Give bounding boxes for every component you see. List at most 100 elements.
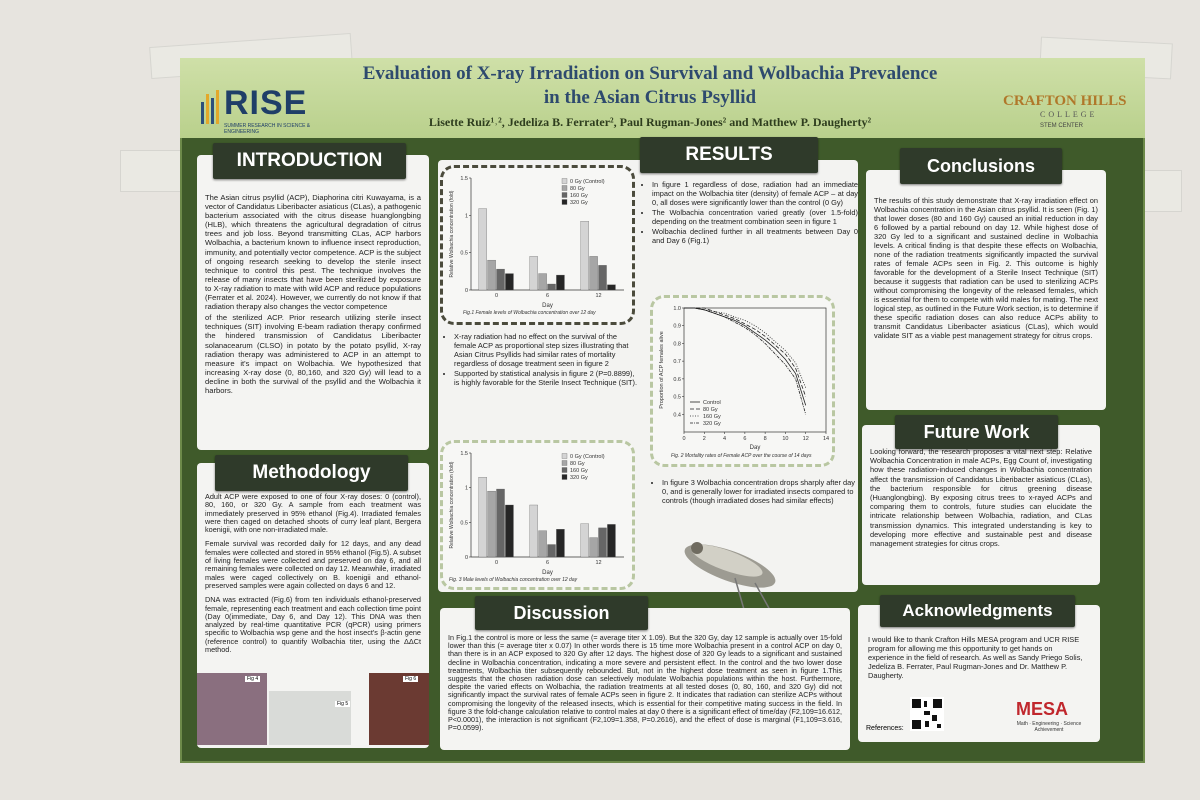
figure-frame: 0 0.5 1 1.5 Relative Wolbachia concentration…	[440, 165, 635, 325]
x-axis-label: Day	[542, 570, 553, 576]
photo	[269, 691, 351, 745]
y-tick-label: 0	[465, 288, 468, 294]
legend-swatch	[561, 178, 568, 184]
section-heading: Conclusions	[900, 148, 1062, 184]
results-bullets: In figure 1 regardless of dose, radiatio…	[640, 180, 858, 246]
bar	[496, 488, 505, 558]
title-line: in the Asian Citrus Psyllid	[543, 87, 757, 108]
bar	[505, 504, 514, 558]
bullet: Supported by statistical analysis in fig…	[454, 369, 640, 387]
discussion-panel: In Fig.1 the control is more or less the…	[440, 608, 850, 750]
legend-label: 80 Gy	[570, 186, 585, 192]
y-tick-label: 1	[465, 213, 468, 219]
authors: Lisette Ruiz¹˒², Jedeliza B. Ferrater², …	[428, 115, 872, 129]
bar	[598, 527, 607, 558]
photo-label: Fig 6	[403, 676, 419, 682]
legend-swatch	[561, 185, 568, 191]
photo	[369, 673, 429, 745]
bar	[547, 544, 556, 558]
section-heading: Methodology	[215, 455, 408, 491]
y-axis-label: Relative Wolbachia concentration (fold)	[449, 190, 455, 277]
y-tick-label: 1.5	[460, 451, 468, 457]
tape	[120, 150, 182, 192]
x-tick-label: 0	[682, 436, 685, 442]
paragraph: The Asian citrus psyllid (ACP), Diaphori…	[205, 193, 421, 312]
x-tick-label: 0	[495, 293, 498, 299]
photo	[197, 673, 267, 745]
section-heading: Acknowledgments	[880, 595, 1075, 627]
section-heading: RESULTS	[640, 137, 818, 173]
survival-line	[684, 307, 807, 388]
results-bullets: X-ray radiation had no effect on the sur…	[442, 332, 640, 388]
figure-3: 0 0.5 1 1.5 Relative Wolbachia concentration…	[449, 451, 624, 576]
plot-frame	[683, 307, 827, 433]
survival-line	[684, 307, 807, 406]
bar	[598, 265, 607, 291]
bar	[478, 208, 487, 291]
paragraph: of the sterilized ACP. Prior research ut…	[205, 313, 421, 395]
bar	[487, 490, 496, 558]
legend-label: 80 Gy	[703, 407, 718, 413]
bar	[529, 256, 538, 291]
y-tick-label: 0.5	[460, 251, 468, 257]
mesa-logo: MESA	[1016, 699, 1069, 719]
y-axis-label: Proportion of ACP females alive	[659, 331, 665, 409]
legend-swatch	[561, 199, 568, 205]
bar	[589, 537, 598, 558]
y-axis-label: Relative Wolbachia concentration (fold)	[449, 461, 455, 548]
paragraph: Female survival was recorded daily for 1…	[205, 539, 421, 590]
bar	[538, 530, 547, 558]
survival-line	[684, 307, 807, 397]
bullet: X-ray radiation had no effect on the sur…	[454, 332, 640, 368]
rise-bars	[200, 88, 220, 124]
crafton-logo: CRAFTON HILLS	[1003, 93, 1127, 109]
legend-swatch	[561, 453, 568, 459]
rise-icon	[201, 90, 219, 124]
bar	[478, 477, 487, 558]
methodology-panel: Adult ACP were exposed to one of four X-…	[197, 463, 429, 748]
paragraph: Adult ACP were exposed to one of four X-…	[205, 492, 421, 535]
legend-label: 0 Gy (Control)	[570, 454, 605, 460]
introduction-body: The Asian citrus psyllid (ACP), Diaphori…	[197, 155, 429, 405]
legend-swatch	[561, 474, 568, 480]
x-tick-label: 14	[823, 436, 829, 442]
paragraph: DNA was extracted (Fig.6) from ten indiv…	[205, 595, 421, 655]
legend-swatch	[561, 192, 568, 198]
y-tick-label: 1	[465, 486, 468, 492]
bar	[496, 268, 505, 291]
legend-swatch	[561, 467, 568, 473]
bar	[607, 524, 616, 558]
bar	[529, 504, 538, 558]
bar	[487, 259, 496, 291]
x-tick-label: 8	[764, 436, 767, 442]
x-tick-label: 0	[495, 560, 498, 566]
figure-1: 0 0.5 1 1.5 Relative Wolbachia concentration…	[449, 176, 624, 309]
x-tick-label: 6	[743, 436, 746, 442]
conclusions-body: The results of this study demonstrate th…	[874, 196, 1098, 340]
results-bullets: In figure 3 Wolbachia concentration drop…	[650, 478, 855, 506]
bar	[607, 284, 616, 291]
y-tick-label: 1.0	[673, 306, 681, 312]
y-tick-label: 0.5	[673, 395, 681, 401]
x-tick-label: 6	[546, 560, 549, 566]
future-work-panel: Looking forward, the research proposes a…	[862, 425, 1100, 585]
rise-tagline: SUMMER RESEARCH IN SCIENCE & ENGINEERING	[224, 123, 311, 135]
introduction-panel: The Asian citrus psyllid (ACP), Diaphori…	[197, 155, 429, 450]
photo-label: Fig 4	[245, 676, 261, 682]
discussion-body: In Fig.1 the control is more or less the…	[448, 633, 843, 733]
x-tick-label: 12	[595, 293, 601, 299]
legend-label: 320 Gy	[703, 421, 721, 427]
bar	[556, 529, 565, 558]
crafton-sub: COLLEGE	[1040, 110, 1098, 119]
photo-label: Fig 5	[335, 701, 351, 707]
bullet: In figure 3 Wolbachia concentration drop…	[662, 478, 855, 505]
x-axis-label: Day	[750, 445, 761, 451]
x-tick-label: 2	[703, 436, 706, 442]
acknowledgments-body: I would like to thank Crafton Hills MESA…	[868, 635, 1083, 680]
figure-2: 0.4 0.5 0.6 0.7 0.8 0.9 1.0 0 2 4 6 8 10 12 14 Proporti…	[659, 306, 829, 451]
survival-line	[684, 307, 807, 415]
x-axis-label: Day	[542, 303, 553, 309]
crafton-center: STEM CENTER	[1040, 123, 1084, 129]
bar	[547, 283, 556, 291]
title-line: Evaluation of X-ray Irradiation on Survi…	[362, 63, 938, 84]
